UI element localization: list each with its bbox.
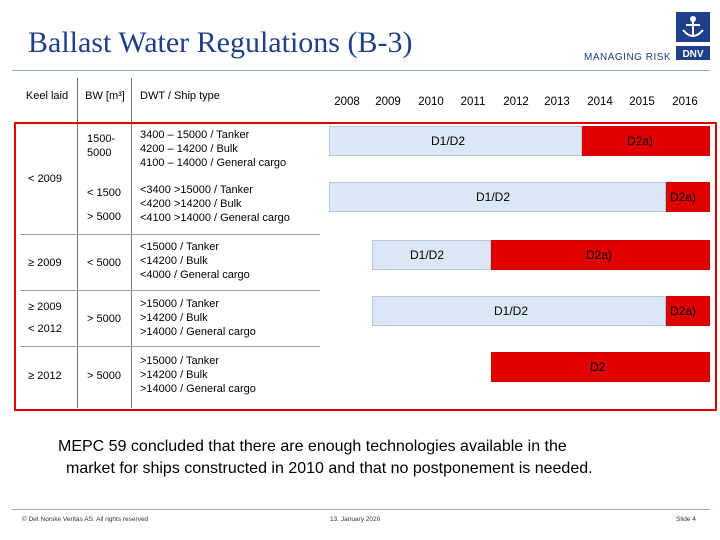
row-divider: [20, 290, 320, 291]
bar-label: D1/D2: [494, 304, 529, 318]
bar-label: D2a): [670, 304, 697, 318]
bw-value: 1500- 5000: [87, 133, 116, 159]
conclusion-note: MEPC 59 concluded that there are enough …: [58, 436, 593, 480]
year-2016: 2016: [672, 96, 698, 108]
dwt-line: 4100 – 14000 / General cargo: [140, 157, 287, 169]
keel-label: ≥ 2009: [28, 257, 62, 269]
highlight-box: [14, 122, 717, 411]
bw-value: < 5000: [87, 257, 121, 269]
year-2013: 2013: [544, 96, 570, 108]
dwt-line: <4100 >14000 / General cargo: [140, 212, 290, 224]
footer-date: 13. January 2020: [330, 516, 381, 523]
dwt-line: <15000 / Tanker: [140, 241, 219, 253]
header-rule: [12, 70, 710, 71]
page-title: Ballast Water Regulations (B-3): [28, 26, 413, 59]
year-2011: 2011: [460, 96, 486, 108]
bar-label: D2a): [627, 134, 654, 148]
anchor-icon: DNV: [676, 12, 710, 60]
col-header-keel: Keel laid: [25, 90, 69, 102]
dwt-line: <4200 >14200 / Bulk: [140, 198, 242, 210]
bar-label: D2: [590, 360, 606, 374]
note-line: market for ships constructed in 2010 and…: [66, 460, 593, 477]
year-2012: 2012: [503, 96, 529, 108]
grid-line: [77, 78, 78, 408]
dwt-line: 3400 – 15000 / Tanker: [140, 129, 250, 141]
year-2014: 2014: [587, 96, 613, 108]
keel-label: ≥ 2012: [28, 370, 62, 382]
dwt-line: >14200 / Bulk: [140, 369, 208, 381]
grid-line: [131, 78, 132, 408]
bw-value: > 5000: [87, 370, 121, 382]
year-2010: 2010: [418, 96, 444, 108]
timeline-bar-d1d2: [329, 182, 666, 212]
dwt-line: >14000 / General cargo: [140, 383, 256, 395]
dwt-line: >15000 / Tanker: [140, 355, 219, 367]
timeline-bar-d2: [666, 296, 710, 326]
year-2009: 2009: [375, 96, 401, 108]
dwt-line: <3400 >15000 / Tanker: [140, 184, 253, 196]
logo-text: DNV: [682, 49, 703, 60]
bar-label: D1/D2: [431, 134, 466, 148]
bw-value: < 1500: [87, 187, 121, 199]
keel-label: < 2009: [28, 173, 62, 185]
bar-label: D2a): [586, 248, 613, 262]
row-divider: [20, 234, 320, 235]
bar-label: D2a): [670, 190, 697, 204]
col-header-bw: BW [m³]: [85, 90, 125, 102]
bar-label: D1/D2: [476, 190, 511, 204]
row-divider: [20, 346, 320, 347]
dnv-logo: DNV: [676, 12, 710, 64]
timeline-bar-d2: [582, 126, 710, 156]
timeline-bar-d1d2: [372, 296, 666, 326]
dwt-line: >14000 / General cargo: [140, 326, 256, 338]
dwt-line: <4000 / General cargo: [140, 269, 250, 281]
col-header-dwt: DWT / Ship type: [140, 90, 220, 102]
timeline-bar-d1d2: [372, 240, 491, 270]
timeline-bar-d2: [666, 182, 710, 212]
dwt-line: <14200 / Bulk: [140, 255, 208, 267]
timeline-bar-d1d2: [329, 126, 582, 156]
timeline-bar-d2: [491, 352, 710, 382]
brand-tagline: MANAGING RISK: [584, 52, 672, 63]
slide-number: Slide 4: [676, 516, 696, 523]
dwt-line: >14200 / Bulk: [140, 312, 208, 324]
bw-value: > 5000: [87, 313, 121, 325]
dwt-line: >15000 / Tanker: [140, 298, 219, 310]
copyright: © Det Norske Veritas AS. All rights rese…: [22, 516, 149, 523]
year-2008: 2008: [334, 96, 360, 108]
note-line: MEPC 59 concluded that there are enough …: [58, 438, 567, 455]
keel-label: ≥ 2009: [28, 301, 62, 313]
dwt-line: 4200 – 14200 / Bulk: [140, 143, 238, 155]
year-2015: 2015: [629, 96, 655, 108]
bw-value: > 5000: [87, 211, 121, 223]
keel-label: < 2012: [28, 323, 62, 335]
bar-label: D1/D2: [410, 248, 445, 262]
timeline-bar-d2: [491, 240, 710, 270]
footer-rule: [12, 509, 710, 510]
